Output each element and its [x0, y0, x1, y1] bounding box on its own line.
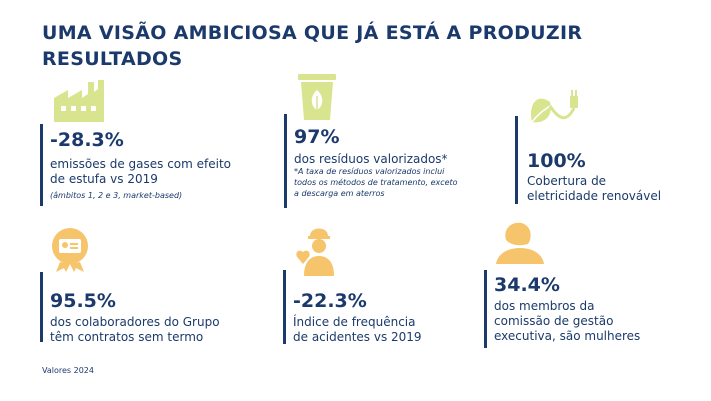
metric-description: Índice de frequência de acidentes vs 201… [293, 315, 422, 344]
metric-note: *A taxa de resíduos valorizados inclui t… [294, 167, 458, 198]
metric-divider [484, 270, 487, 348]
metric-value: 95.5% [50, 290, 116, 312]
page-title: UMA VISÃO AMBICIOSA QUE JÁ ESTÁ A PRODUZ… [42, 20, 642, 72]
worker-heart-icon [296, 228, 334, 276]
title-line-1: UMA VISÃO AMBICIOSA QUE JÁ ESTÁ A PRODUZ… [42, 22, 583, 44]
metric-note: (âmbitos 1, 2 e 3, market-based) [50, 191, 183, 200]
metric-value: -22.3% [293, 290, 367, 312]
metric-description: dos membros da comissão de gestão execut… [494, 299, 641, 343]
metric-value: 100% [527, 150, 586, 172]
metric-value: 97% [294, 126, 340, 148]
woman-icon [496, 222, 544, 264]
metric-divider [515, 116, 518, 204]
footer-note: Valores 2024 [42, 366, 94, 375]
recycling-bin-icon [298, 74, 336, 120]
metric-divider [40, 272, 43, 342]
metric-description: dos resíduos valorizados* [294, 152, 448, 166]
metric-value: -28.3% [50, 129, 124, 151]
metric-description: Cobertura de eletricidade renovável [527, 174, 662, 203]
title-line-2: RESULTADOS [42, 48, 183, 70]
metric-description: emissões de gases com efeito de estufa v… [50, 157, 232, 186]
metric-description: dos colaboradores do Grupo têm contratos… [50, 315, 220, 344]
metric-value: 34.4% [494, 274, 560, 296]
metric-divider [283, 270, 286, 344]
metric-divider [40, 124, 43, 206]
metric-divider [284, 114, 287, 208]
factory-icon [54, 80, 104, 122]
id-badge-icon [52, 228, 88, 272]
leaf-plug-icon [530, 90, 578, 123]
